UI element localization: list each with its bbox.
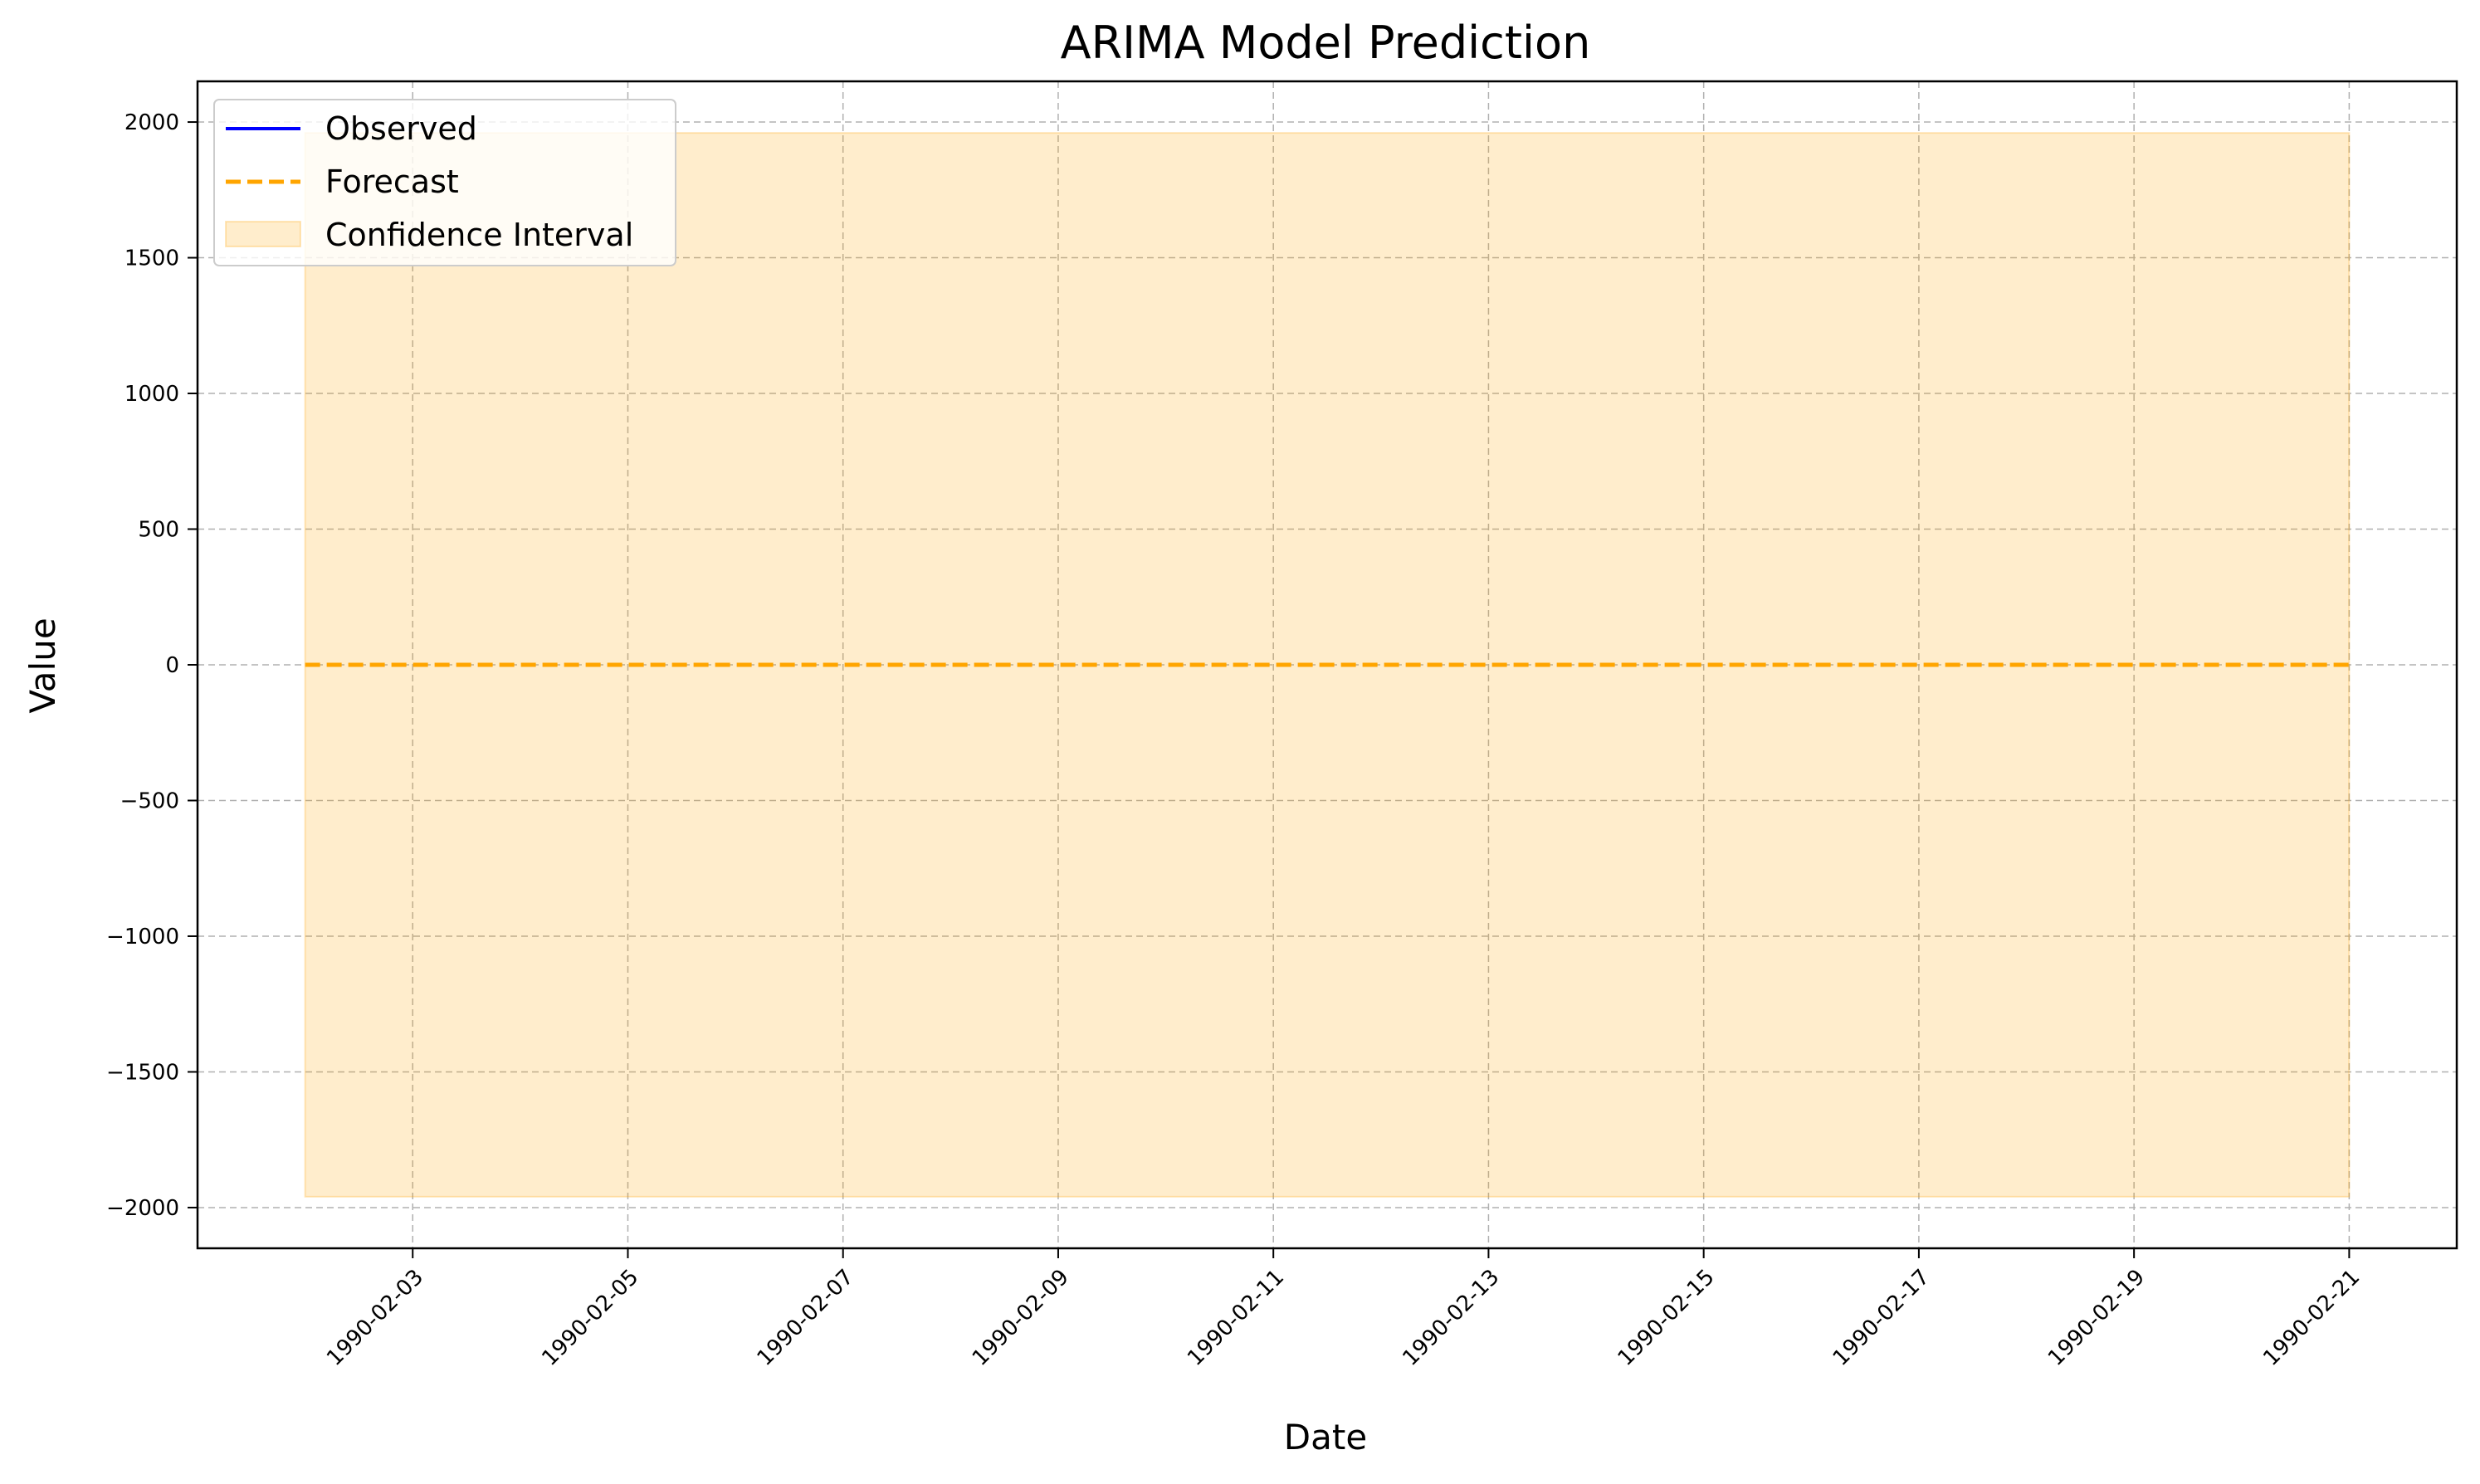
legend-box — [213, 99, 676, 266]
y-tick-label: −2000 — [106, 1196, 179, 1221]
y-tick-label: 1500 — [124, 247, 179, 271]
legend-ci-label: Confidence Interval — [325, 217, 633, 253]
y-axis-title: Value — [22, 618, 63, 713]
y-axis: 2000 1500 1000 500 0 −500 −1000 −1500 −2000 — [106, 110, 198, 1221]
grid — [198, 81, 2457, 1248]
y-tick-label: 0 — [165, 653, 179, 678]
legend: Observed Forecast Confidence Interval — [213, 99, 676, 266]
x-axis-title: Date — [1284, 1417, 1367, 1457]
y-tick-label: 500 — [138, 518, 179, 543]
y-tick-label: 1000 — [124, 382, 179, 407]
legend-observed-label: Observed — [325, 110, 477, 147]
y-tick-label: −1000 — [106, 925, 179, 949]
y-tick-label: −500 — [120, 788, 179, 813]
legend-forecast-label: Forecast — [325, 164, 459, 200]
legend-ci-swatch — [225, 221, 301, 247]
y-tick-label: 2000 — [124, 110, 179, 135]
chart-title: ARIMA Model Prediction — [1061, 17, 1591, 69]
y-tick-label: −1500 — [106, 1060, 179, 1085]
